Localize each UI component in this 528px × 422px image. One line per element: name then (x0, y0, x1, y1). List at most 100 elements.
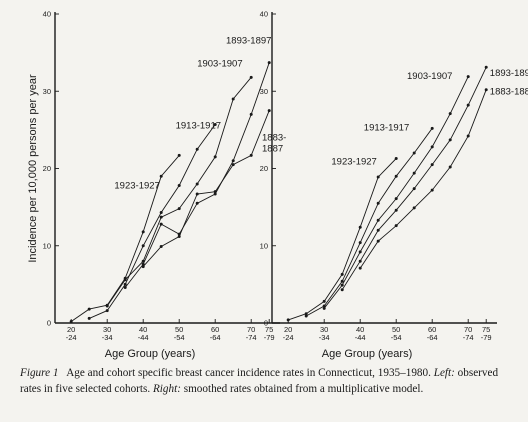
cohort-label: 1903-1907 (407, 71, 452, 82)
data-point (358, 225, 362, 229)
y-tick-label: 30 (260, 87, 268, 96)
x-tick-label-bottom: -34 (102, 333, 113, 342)
data-point (286, 318, 290, 322)
data-point (358, 241, 362, 245)
y-tick-label: 20 (260, 164, 268, 173)
y-tick-label: 20 (43, 164, 51, 173)
cohort-label: 1923-1927 (331, 157, 376, 168)
data-point (231, 97, 235, 101)
data-point (141, 230, 145, 234)
data-point (430, 145, 434, 149)
data-point (159, 211, 163, 215)
left-chart-panel: 01020304020-2430-3440-4450-5460-6470-747… (27, 10, 286, 361)
data-point (412, 151, 416, 155)
x-tick-label-top: 75 (482, 325, 490, 334)
data-point (213, 122, 217, 126)
x-tick-label-bottom: -34 (319, 333, 330, 342)
data-point (267, 109, 271, 113)
data-point (430, 163, 434, 167)
figure-caption: Figure 1 Age and cohort specific breast … (20, 366, 520, 397)
x-tick-label-bottom: -44 (355, 333, 366, 342)
data-point (177, 207, 181, 211)
x-tick-label-bottom: -44 (138, 333, 149, 342)
x-axis-title: Age Group (years) (105, 348, 195, 360)
cohort-label: 1883-1887 (490, 86, 528, 97)
data-point (123, 282, 127, 286)
data-point (448, 112, 452, 116)
series-line-1893-1897 (341, 67, 487, 291)
data-point (394, 224, 398, 228)
x-tick-label-top: 60 (211, 325, 219, 334)
data-point (340, 288, 344, 292)
series-line-1883-1887 (142, 110, 270, 267)
data-point (430, 188, 434, 192)
series-line-1913-1917 (89, 124, 216, 319)
data-point (177, 234, 181, 238)
cohort-label: 1883- (262, 133, 286, 144)
data-point (304, 312, 308, 316)
series-line-1903-1907 (106, 77, 252, 307)
data-point (159, 222, 163, 226)
data-point (358, 259, 362, 263)
data-point (123, 285, 127, 289)
cohort-label: 1903-1907 (197, 59, 242, 70)
x-tick-label-top: 70 (464, 325, 472, 334)
cohort-label: 1913-1917 (364, 123, 409, 134)
data-point (376, 175, 380, 179)
data-point (105, 304, 109, 308)
data-point (394, 197, 398, 201)
x-tick-label-bottom: -24 (283, 333, 294, 342)
data-point (177, 183, 181, 187)
y-tick-label: 0 (264, 319, 268, 328)
data-point (213, 192, 217, 196)
data-point (159, 215, 163, 219)
x-tick-label-top: 20 (67, 325, 75, 334)
data-point (195, 147, 199, 151)
data-point (448, 165, 452, 169)
data-point (484, 88, 488, 92)
data-point (448, 138, 452, 142)
data-point (159, 174, 163, 178)
data-point (87, 316, 91, 320)
caption-right-label: Right: (152, 382, 181, 395)
data-point (412, 206, 416, 210)
right-chart-panel: 01020304020-2430-3440-4450-5460-6470-747… (260, 10, 528, 361)
x-tick-label-bottom: -64 (210, 333, 221, 342)
x-tick-label-top: 40 (139, 325, 147, 334)
x-tick-label-top: 60 (428, 325, 436, 334)
x-axis-title: Age Group (years) (322, 348, 412, 360)
series-line-1913-1917 (305, 128, 433, 317)
cohort-label: 1913-1917 (176, 120, 221, 131)
data-point (394, 208, 398, 212)
data-point (249, 75, 253, 79)
x-tick-label-bottom: -74 (463, 333, 474, 342)
x-tick-label-bottom: -79 (264, 333, 275, 342)
data-point (376, 201, 380, 205)
data-point (412, 171, 416, 175)
data-point (123, 278, 127, 282)
x-tick-label-top: 30 (103, 325, 111, 334)
data-point (231, 159, 235, 163)
x-tick-label-top: 30 (320, 325, 328, 334)
data-point (340, 272, 344, 276)
data-point (159, 245, 163, 249)
data-point (358, 250, 362, 254)
data-point (376, 228, 380, 232)
data-point (322, 299, 326, 303)
x-tick-label-top: 75 (265, 325, 273, 334)
data-point (87, 307, 91, 311)
x-tick-label-bottom: -54 (174, 333, 185, 342)
data-point (249, 112, 253, 116)
data-point (141, 265, 145, 269)
x-tick-label-top: 70 (247, 325, 255, 334)
data-point (484, 65, 488, 69)
y-tick-label: 10 (43, 241, 51, 250)
y-tick-label: 40 (260, 10, 268, 19)
caption-right-text: smoothed rates obtained from a multiplic… (183, 382, 424, 395)
cohort-label: 1893-1897 (490, 68, 528, 79)
x-tick-label-bottom: -74 (246, 333, 257, 342)
x-tick-label-top: 50 (175, 325, 183, 334)
data-point (394, 156, 398, 160)
series-line-1883-1887 (359, 89, 487, 269)
